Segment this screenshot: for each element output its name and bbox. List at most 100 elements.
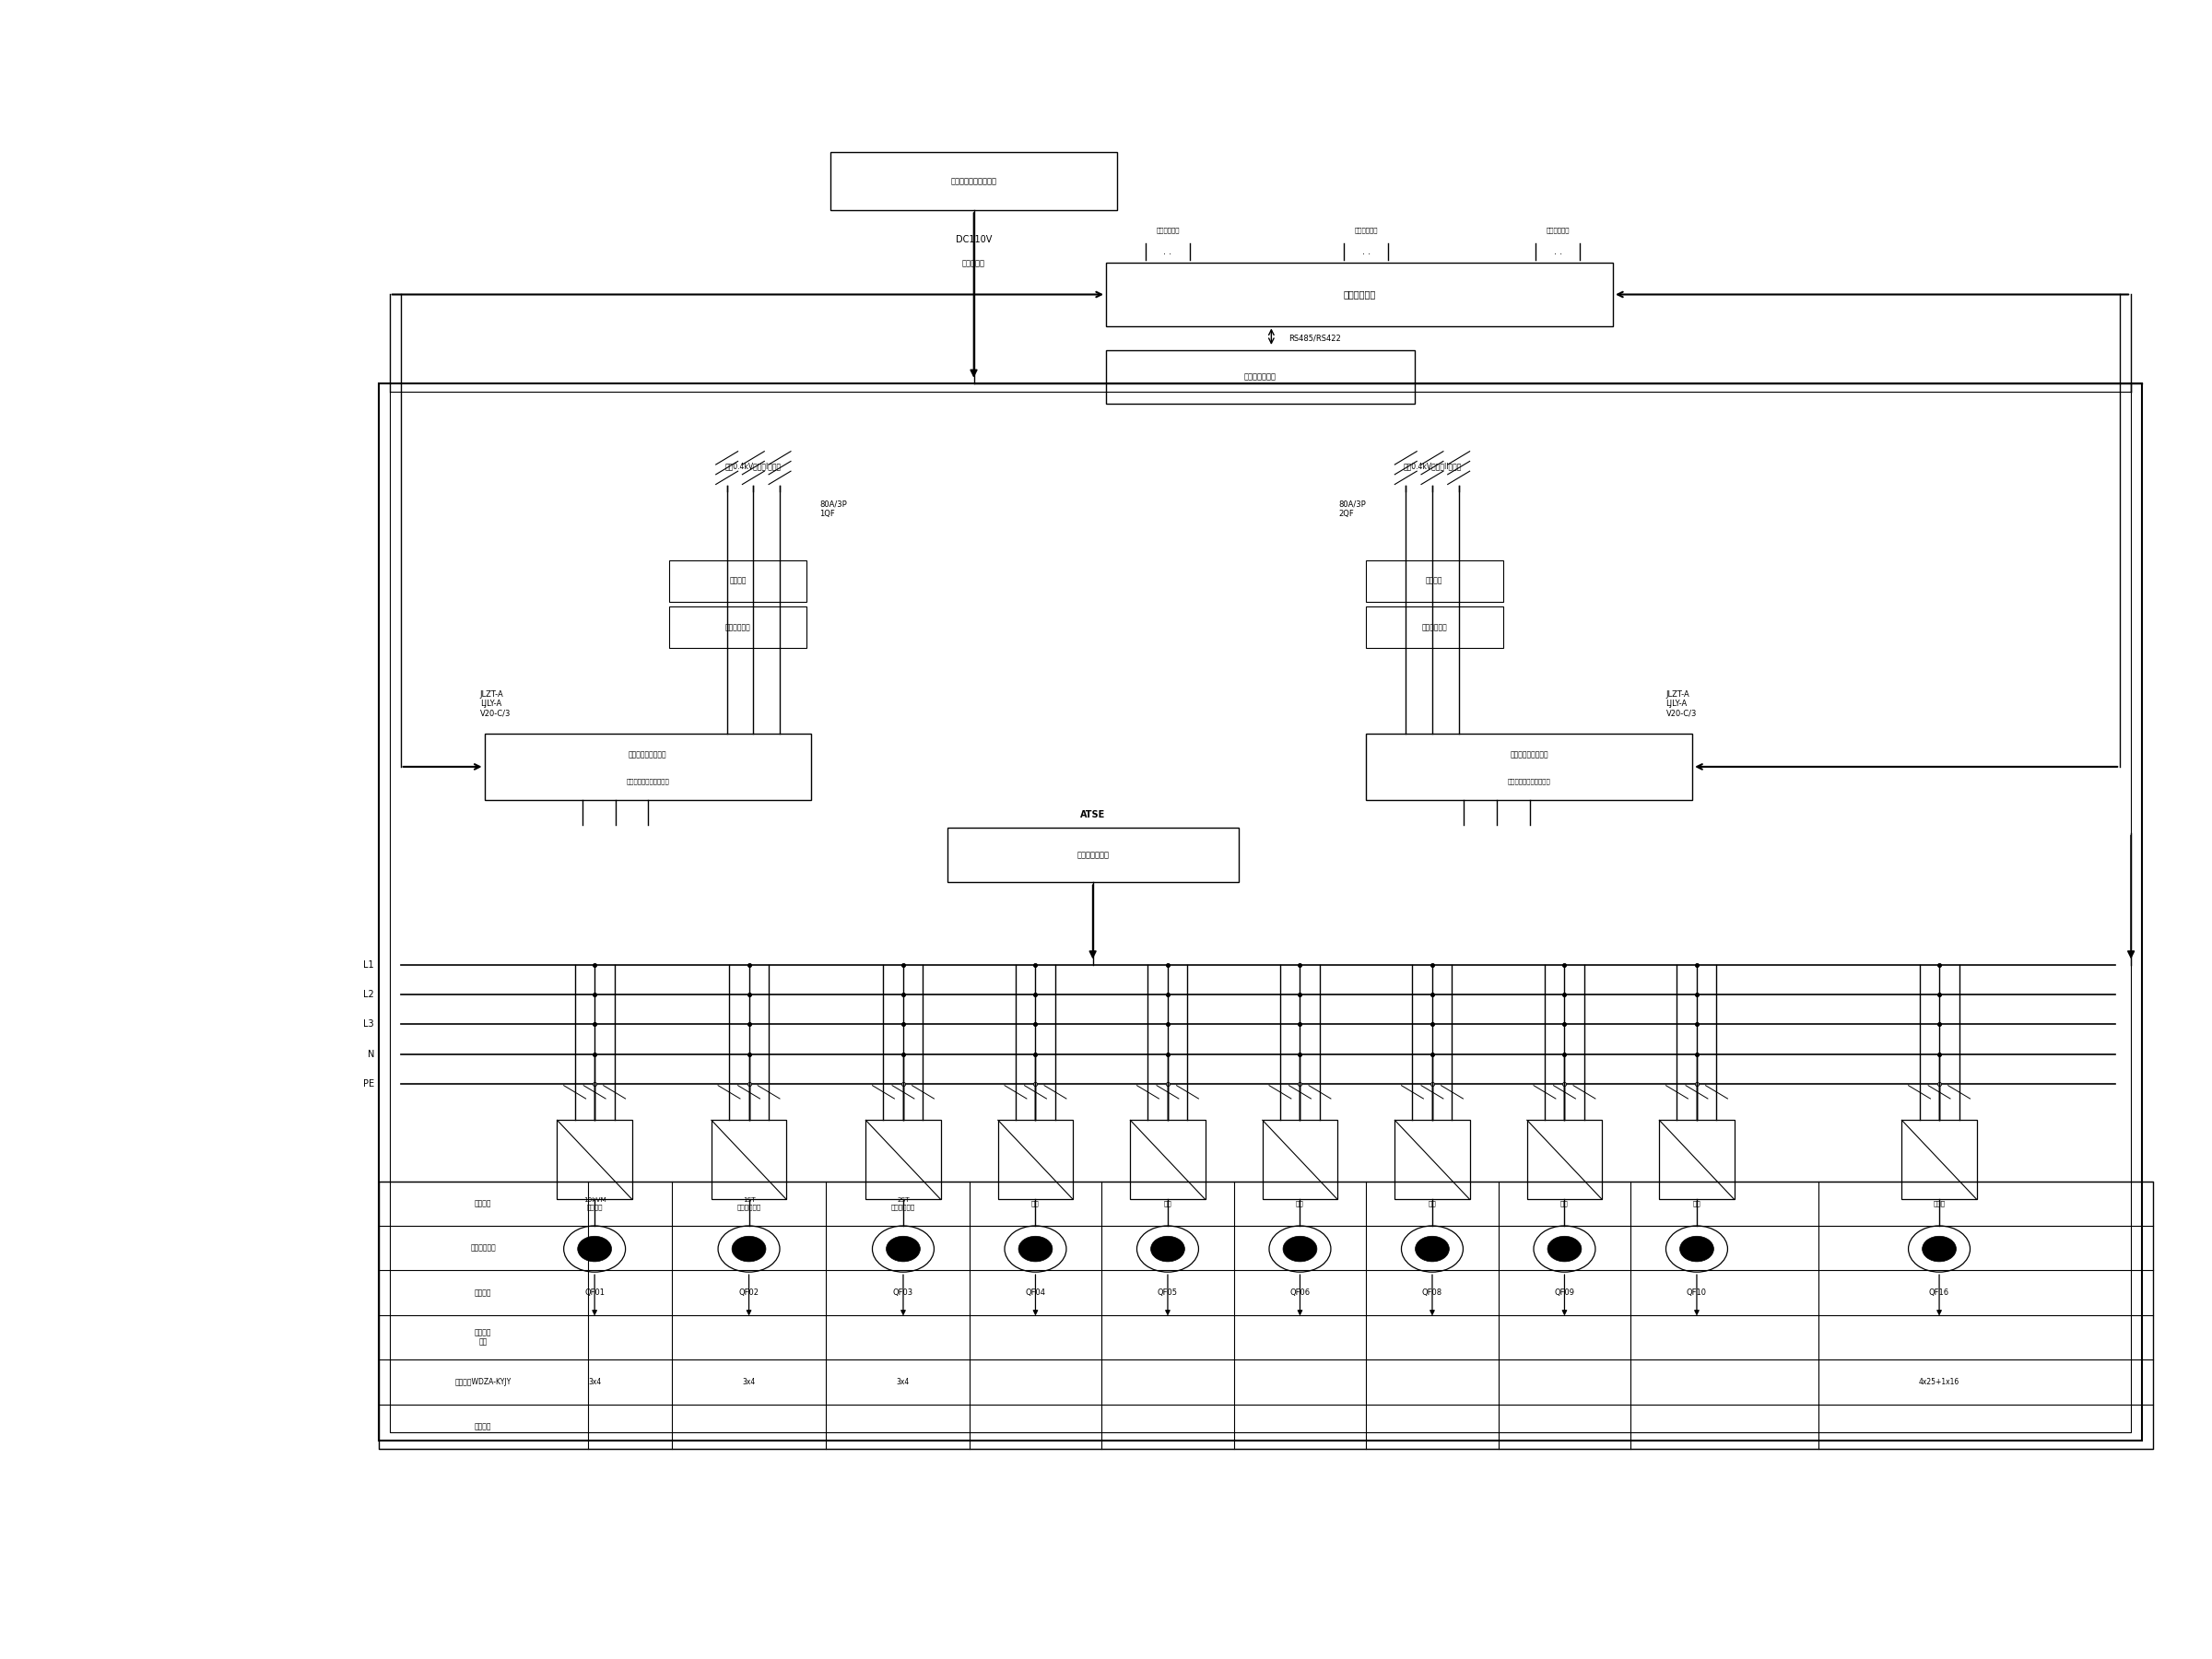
Bar bbox=[1106, 350, 1416, 403]
Bar bbox=[378, 383, 2141, 1440]
Text: 16A: 16A bbox=[1690, 1244, 1703, 1253]
Circle shape bbox=[1679, 1236, 1714, 1261]
Text: RS485/RS422: RS485/RS422 bbox=[1290, 333, 1340, 342]
Text: 装置遥信输入: 装置遥信输入 bbox=[1157, 227, 1179, 234]
Bar bbox=[1106, 264, 1613, 325]
Circle shape bbox=[1548, 1236, 1582, 1261]
Text: N: N bbox=[367, 1050, 374, 1058]
Text: PE: PE bbox=[363, 1080, 374, 1088]
Bar bbox=[1526, 1120, 1601, 1199]
Circle shape bbox=[1018, 1236, 1053, 1261]
Circle shape bbox=[577, 1236, 611, 1261]
Bar bbox=[1130, 1120, 1206, 1199]
Text: QF16: QF16 bbox=[1929, 1289, 1949, 1297]
Circle shape bbox=[1150, 1236, 1186, 1261]
Text: 80A: 80A bbox=[1931, 1244, 1947, 1253]
Text: JLZT-A
LJLY-A
V20-C/3: JLZT-A LJLY-A V20-C/3 bbox=[480, 690, 511, 718]
Bar bbox=[865, 1120, 940, 1199]
Text: 引自0.4kV开关柜II段母线: 引自0.4kV开关柜II段母线 bbox=[1402, 463, 1462, 471]
Text: 绝缘防护平台: 绝缘防护平台 bbox=[1422, 624, 1447, 632]
Text: 2ST
变压器测量器: 2ST 变压器测量器 bbox=[891, 1198, 916, 1209]
Text: . .: . . bbox=[1164, 247, 1172, 255]
Text: 80A/3P
1QF: 80A/3P 1QF bbox=[818, 501, 847, 518]
Text: 主要控制
用途: 主要控制 用途 bbox=[476, 1329, 491, 1345]
Circle shape bbox=[887, 1236, 920, 1261]
Text: 1ST
变压器测量器: 1ST 变压器测量器 bbox=[737, 1198, 761, 1209]
Text: 负总路: 负总路 bbox=[1933, 1201, 1944, 1206]
Text: QF02: QF02 bbox=[739, 1289, 759, 1297]
Text: 关系检测: 关系检测 bbox=[730, 577, 745, 586]
Text: 16A: 16A bbox=[1029, 1244, 1044, 1253]
Text: JLZT-A
LJLY-A
V20-C/3: JLZT-A LJLY-A V20-C/3 bbox=[1666, 690, 1697, 718]
Text: QF03: QF03 bbox=[894, 1289, 914, 1297]
Text: 3x4: 3x4 bbox=[896, 1377, 909, 1385]
Text: 回路名称: 回路名称 bbox=[476, 1199, 491, 1208]
Text: QF10: QF10 bbox=[1686, 1289, 1708, 1297]
Text: 整流充电控制、防雷保护: 整流充电控制、防雷保护 bbox=[626, 778, 668, 785]
Text: 系统监控单元: 系统监控单元 bbox=[1343, 290, 1376, 299]
Text: 变流器控制、信号电源: 变流器控制、信号电源 bbox=[951, 178, 998, 186]
Text: 测量: 测量 bbox=[1296, 1201, 1305, 1206]
Text: 引自0.4kV开关柜I段母线: 引自0.4kV开关柜I段母线 bbox=[726, 463, 781, 471]
Text: 电缆型号WDZA-KYJY: 电缆型号WDZA-KYJY bbox=[456, 1377, 511, 1385]
Text: 16A: 16A bbox=[586, 1244, 602, 1253]
Text: 装置遥信输入: 装置遥信输入 bbox=[1354, 227, 1378, 234]
Text: 4x25+1x16: 4x25+1x16 bbox=[1918, 1377, 1960, 1385]
Text: 80A/3P
2QF: 80A/3P 2QF bbox=[1338, 501, 1367, 518]
Text: 整流充电控制、防雷保护: 整流充电控制、防雷保护 bbox=[1509, 778, 1551, 785]
Text: 双电源切换装置: 双电源切换装置 bbox=[1077, 851, 1108, 859]
Text: 测量: 测量 bbox=[1031, 1201, 1040, 1206]
Bar bbox=[1367, 733, 1692, 800]
Bar bbox=[1263, 1120, 1338, 1199]
Text: 16A: 16A bbox=[1292, 1244, 1307, 1253]
Text: QF01: QF01 bbox=[584, 1289, 604, 1297]
Text: 测量: 测量 bbox=[1559, 1201, 1568, 1206]
Text: 电缆编号: 电缆编号 bbox=[476, 1422, 491, 1430]
Circle shape bbox=[1922, 1236, 1955, 1261]
Text: 装置遥信输入: 装置遥信输入 bbox=[1546, 227, 1571, 234]
Text: 开关额定电流: 开关额定电流 bbox=[471, 1244, 495, 1253]
Circle shape bbox=[1283, 1236, 1316, 1261]
Text: L3: L3 bbox=[363, 1020, 374, 1029]
Bar bbox=[712, 1120, 787, 1199]
Bar bbox=[389, 392, 2130, 1432]
Text: 10kVM
继电力组: 10kVM 继电力组 bbox=[584, 1198, 606, 1209]
Text: L2: L2 bbox=[363, 990, 374, 999]
Circle shape bbox=[1416, 1236, 1449, 1261]
Text: 交流进线择路控制器: 交流进线择路控制器 bbox=[628, 752, 666, 760]
Bar bbox=[378, 1181, 2152, 1448]
Bar bbox=[947, 828, 1239, 883]
Circle shape bbox=[732, 1236, 765, 1261]
Text: 3x4: 3x4 bbox=[588, 1377, 602, 1385]
Text: 交流进线择路控制器: 交流进线择路控制器 bbox=[1511, 752, 1548, 760]
Bar bbox=[830, 153, 1117, 211]
Text: . .: . . bbox=[1553, 247, 1562, 255]
Text: 16A: 16A bbox=[1159, 1244, 1175, 1253]
Text: DC110V: DC110V bbox=[956, 236, 991, 244]
Text: 16A: 16A bbox=[1557, 1244, 1573, 1253]
Bar bbox=[1367, 607, 1502, 649]
Bar bbox=[1396, 1120, 1469, 1199]
Text: 16A: 16A bbox=[741, 1244, 757, 1253]
Text: 测量: 测量 bbox=[1692, 1201, 1701, 1206]
Bar bbox=[670, 561, 805, 602]
Text: 测量: 测量 bbox=[1164, 1201, 1172, 1206]
Text: 关系检测: 关系检测 bbox=[1427, 577, 1442, 586]
Text: QF08: QF08 bbox=[1422, 1289, 1442, 1297]
Text: 变色后备蓄电池: 变色后备蓄电池 bbox=[1243, 373, 1276, 382]
Bar bbox=[670, 607, 805, 649]
Text: 测量: 测量 bbox=[1429, 1201, 1436, 1206]
Text: QF06: QF06 bbox=[1290, 1289, 1310, 1297]
Text: 16A: 16A bbox=[896, 1244, 911, 1253]
Text: . .: . . bbox=[1363, 247, 1369, 255]
Text: QF09: QF09 bbox=[1555, 1289, 1575, 1297]
Bar bbox=[998, 1120, 1073, 1199]
Bar bbox=[1659, 1120, 1734, 1199]
Text: 来自直流屏: 来自直流屏 bbox=[962, 259, 984, 267]
Bar bbox=[1367, 561, 1502, 602]
Bar bbox=[1902, 1120, 1978, 1199]
Text: 3x4: 3x4 bbox=[743, 1377, 757, 1385]
Bar bbox=[557, 1120, 633, 1199]
Text: QF04: QF04 bbox=[1026, 1289, 1046, 1297]
Text: 16A: 16A bbox=[1425, 1244, 1440, 1253]
